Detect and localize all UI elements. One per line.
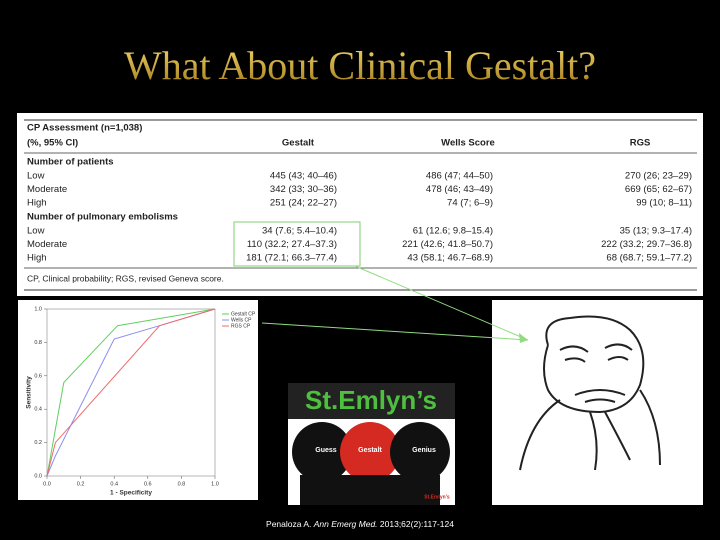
x-tick-label: 0.4 bbox=[110, 481, 118, 487]
cell: 43 (58.1; 46.7–68.9) bbox=[407, 253, 493, 264]
arrow-line bbox=[261, 322, 529, 341]
column-header: RGS bbox=[630, 138, 651, 149]
citation-part: Ann Emerg Med. bbox=[313, 519, 378, 529]
y-tick-label: 0.4 bbox=[34, 407, 42, 413]
legend-label: Wells CP bbox=[231, 317, 252, 323]
cell: 35 (13; 9.3–17.4) bbox=[620, 225, 692, 236]
row-label: Moderate bbox=[27, 184, 67, 195]
citation-part: Penaloza A. bbox=[266, 519, 314, 529]
footnote: CP, Clinical probability; RGS, revised G… bbox=[27, 273, 224, 283]
cell: 110 (32.2; 27.4–37.3) bbox=[247, 239, 337, 250]
logo-head: Gestalt bbox=[358, 447, 382, 454]
y-tick-label: 0.2 bbox=[34, 440, 42, 446]
x-tick-label: 0.8 bbox=[178, 481, 186, 487]
x-tick-label: 0.6 bbox=[144, 481, 152, 487]
y-tick-label: 0.6 bbox=[34, 373, 42, 379]
cell: 221 (42.6; 41.8–50.7) bbox=[402, 239, 493, 250]
cell: 669 (65; 62–67) bbox=[625, 184, 692, 195]
logo-heads bbox=[292, 422, 450, 505]
y-tick-label: 0.8 bbox=[34, 340, 42, 346]
y-tick-label: 1.0 bbox=[34, 306, 42, 312]
row-label: Low bbox=[27, 171, 45, 182]
roc-line bbox=[46, 308, 216, 477]
cell: 74 (7; 6–9) bbox=[447, 198, 493, 209]
x-tick-label: 0.2 bbox=[77, 481, 85, 487]
roc-line bbox=[46, 308, 216, 477]
slide-title: What About Clinical Gestalt? bbox=[124, 43, 596, 88]
cell: 61 (12.6; 9.8–15.4) bbox=[413, 225, 493, 236]
column-header: Gestalt bbox=[282, 138, 315, 149]
row-label: Low bbox=[27, 225, 45, 236]
cell: 342 (33; 30–36) bbox=[270, 184, 337, 195]
roc-panel bbox=[18, 300, 258, 500]
cell: 181 (72.1; 66.3–77.4) bbox=[246, 253, 337, 264]
logo-small: St.Emlyn’s bbox=[424, 494, 450, 500]
meme-drawing bbox=[519, 315, 661, 471]
cell: 270 (26; 23–29) bbox=[625, 171, 692, 182]
x-tick-label: 1.0 bbox=[211, 481, 219, 487]
column-header: Wells Score bbox=[441, 138, 495, 149]
cell: 445 (43; 40–46) bbox=[270, 171, 337, 182]
y-tick-label: 0.0 bbox=[34, 473, 42, 479]
row-label: High bbox=[27, 198, 47, 209]
cell: 478 (46; 43–49) bbox=[426, 184, 493, 195]
section-title: Number of patients bbox=[27, 157, 114, 168]
legend-label: RGS CP bbox=[231, 323, 251, 329]
plot-frame bbox=[46, 308, 216, 477]
arrow-head bbox=[519, 333, 528, 343]
meme-panel bbox=[492, 300, 703, 505]
y-axis-label: Sensitivity bbox=[26, 376, 33, 409]
citation: Penaloza A. Ann Emerg Med. 2013;62(2):11… bbox=[266, 519, 454, 529]
row-label: Moderate bbox=[27, 239, 67, 250]
logo-head: Guess bbox=[315, 447, 337, 454]
highlight-box bbox=[233, 221, 361, 267]
cell: 68 (68.7; 59.1–77.2) bbox=[606, 253, 692, 264]
cell: 34 (7.6; 5.4–10.4) bbox=[262, 225, 337, 236]
x-tick-label: 0.0 bbox=[43, 481, 51, 487]
x-axis-label: 1 - Specificity bbox=[110, 490, 152, 497]
section-title: Number of pulmonary embolisms bbox=[27, 211, 178, 222]
row-label: High bbox=[27, 253, 47, 264]
header-label: CP Assessment (n=1,038) bbox=[27, 123, 142, 134]
arrow-line bbox=[354, 265, 529, 341]
cell: 99 (10; 8–11) bbox=[636, 198, 692, 209]
logo-banner bbox=[288, 383, 455, 419]
logo-title: St.Emlyn’s bbox=[305, 385, 437, 415]
logo-head: Genius bbox=[412, 447, 436, 454]
cell: 251 (24; 22–27) bbox=[270, 198, 337, 209]
header-label: (%, 95% CI) bbox=[27, 138, 78, 149]
legend-label: Gestalt CP bbox=[231, 311, 256, 317]
table: CP Assessment (n=1,038) (%, 95% CI) Gestal… bbox=[24, 119, 697, 291]
citation-part: 2013;62(2):117-124 bbox=[378, 519, 455, 529]
roc-chart: 0.0 0.2 0.4 0.6 0.8 1.0 0.0 0.2 0.4 0.6 0.8 1.0 1 - … bbox=[26, 306, 256, 496]
cell: 222 (33.2; 29.7–36.8) bbox=[601, 239, 692, 250]
cell: 486 (47; 44–50) bbox=[426, 171, 493, 182]
